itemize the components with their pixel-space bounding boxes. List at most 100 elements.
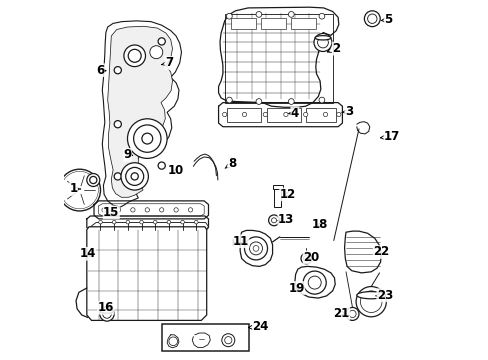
Text: 4: 4: [288, 107, 299, 120]
Circle shape: [181, 220, 184, 224]
Circle shape: [226, 13, 232, 19]
Circle shape: [114, 173, 121, 180]
Bar: [273, 187, 281, 207]
Circle shape: [159, 208, 163, 212]
Circle shape: [367, 14, 376, 23]
Circle shape: [244, 237, 267, 260]
Circle shape: [188, 208, 192, 212]
Circle shape: [364, 11, 380, 27]
Text: 3: 3: [341, 105, 352, 118]
Text: 9: 9: [123, 148, 132, 161]
Text: 15: 15: [103, 206, 119, 219]
Circle shape: [301, 253, 311, 264]
Text: 21: 21: [333, 307, 349, 320]
Text: 23: 23: [375, 289, 392, 302]
Ellipse shape: [356, 292, 385, 299]
Circle shape: [226, 97, 232, 103]
Circle shape: [222, 334, 234, 347]
Circle shape: [253, 246, 258, 251]
Circle shape: [307, 276, 321, 289]
Text: 22: 22: [372, 246, 388, 258]
Polygon shape: [107, 26, 172, 197]
Circle shape: [130, 208, 135, 212]
Polygon shape: [240, 230, 272, 266]
Text: 2: 2: [326, 42, 340, 55]
Text: 7: 7: [161, 57, 173, 69]
Circle shape: [127, 119, 167, 158]
Circle shape: [256, 12, 261, 17]
Circle shape: [224, 337, 231, 344]
Circle shape: [114, 121, 121, 128]
Text: 12: 12: [279, 188, 295, 201]
Circle shape: [102, 208, 106, 212]
Text: 17: 17: [380, 130, 399, 143]
Text: 19: 19: [288, 282, 304, 294]
Bar: [266, 108, 301, 122]
Bar: [227, 108, 261, 122]
Circle shape: [100, 307, 114, 321]
Polygon shape: [294, 266, 335, 298]
Circle shape: [126, 220, 129, 224]
Circle shape: [59, 169, 101, 211]
Text: 11: 11: [232, 235, 248, 248]
Circle shape: [123, 45, 145, 67]
Polygon shape: [102, 21, 181, 207]
Bar: [162, 324, 248, 351]
Circle shape: [72, 183, 87, 197]
Circle shape: [318, 13, 324, 19]
Circle shape: [63, 174, 95, 206]
Bar: [230, 18, 256, 29]
Circle shape: [313, 33, 331, 51]
Polygon shape: [90, 222, 208, 231]
Polygon shape: [344, 231, 381, 273]
Circle shape: [348, 310, 355, 318]
Circle shape: [256, 99, 261, 104]
Circle shape: [133, 125, 161, 152]
Circle shape: [61, 171, 98, 209]
Circle shape: [99, 220, 102, 224]
Circle shape: [303, 271, 325, 294]
Text: 1: 1: [69, 183, 81, 195]
Circle shape: [149, 46, 163, 59]
Circle shape: [112, 220, 116, 224]
Circle shape: [288, 12, 294, 17]
Circle shape: [263, 112, 267, 117]
Text: 20: 20: [303, 251, 319, 264]
Circle shape: [346, 307, 358, 320]
Circle shape: [62, 173, 97, 207]
Circle shape: [114, 67, 121, 74]
Circle shape: [194, 220, 198, 224]
Circle shape: [222, 112, 226, 117]
Text: 5: 5: [380, 13, 392, 26]
Ellipse shape: [101, 310, 113, 313]
Circle shape: [131, 173, 138, 180]
Circle shape: [167, 220, 170, 224]
Circle shape: [153, 220, 157, 224]
Text: 18: 18: [311, 219, 327, 231]
Circle shape: [158, 162, 165, 169]
Circle shape: [142, 133, 152, 144]
Circle shape: [116, 208, 121, 212]
Circle shape: [303, 256, 309, 261]
Circle shape: [128, 49, 141, 62]
Text: 14: 14: [80, 247, 96, 260]
Circle shape: [336, 112, 340, 117]
Circle shape: [75, 186, 84, 194]
Text: 16: 16: [98, 301, 114, 314]
Circle shape: [102, 310, 111, 318]
Circle shape: [271, 218, 276, 223]
Circle shape: [303, 112, 307, 117]
Ellipse shape: [314, 36, 330, 40]
Circle shape: [168, 337, 177, 346]
Text: 24: 24: [248, 320, 268, 333]
Circle shape: [174, 208, 178, 212]
Circle shape: [125, 167, 143, 185]
Circle shape: [158, 38, 165, 45]
Circle shape: [249, 242, 262, 255]
Circle shape: [323, 112, 327, 117]
Circle shape: [355, 287, 386, 317]
Circle shape: [288, 99, 294, 104]
Circle shape: [360, 291, 381, 312]
Polygon shape: [218, 7, 338, 107]
Circle shape: [268, 215, 279, 226]
